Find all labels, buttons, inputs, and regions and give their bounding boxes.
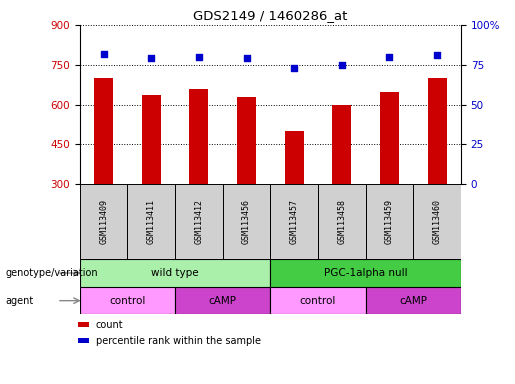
Bar bbox=[366, 287, 461, 314]
Point bbox=[385, 54, 393, 60]
Text: GSM113457: GSM113457 bbox=[290, 199, 299, 244]
Text: wild type: wild type bbox=[151, 268, 199, 278]
Text: PGC-1alpha null: PGC-1alpha null bbox=[324, 268, 407, 278]
Text: count: count bbox=[96, 320, 124, 330]
Bar bbox=[175, 287, 270, 314]
Text: GSM113412: GSM113412 bbox=[195, 199, 203, 244]
Text: cAMP: cAMP bbox=[209, 296, 237, 306]
Text: GSM113459: GSM113459 bbox=[385, 199, 394, 244]
Text: cAMP: cAMP bbox=[399, 296, 427, 306]
Point bbox=[147, 55, 156, 61]
Bar bbox=[175, 184, 222, 259]
Bar bbox=[190, 89, 209, 184]
Bar bbox=[413, 184, 461, 259]
Bar bbox=[332, 104, 351, 184]
Point bbox=[195, 54, 203, 60]
Text: control: control bbox=[300, 296, 336, 306]
Bar bbox=[78, 322, 89, 327]
Bar bbox=[270, 287, 366, 314]
Text: GSM113409: GSM113409 bbox=[99, 199, 108, 244]
Text: GSM113411: GSM113411 bbox=[147, 199, 156, 244]
Bar bbox=[285, 131, 304, 184]
Bar bbox=[80, 184, 128, 259]
Bar bbox=[78, 338, 89, 343]
Bar bbox=[427, 78, 447, 184]
Bar bbox=[142, 95, 161, 184]
Text: control: control bbox=[109, 296, 146, 306]
Text: GSM113456: GSM113456 bbox=[242, 199, 251, 244]
Text: genotype/variation: genotype/variation bbox=[5, 268, 98, 278]
Point bbox=[433, 52, 441, 58]
Bar bbox=[128, 184, 175, 259]
Bar bbox=[270, 184, 318, 259]
Bar bbox=[366, 184, 413, 259]
Bar bbox=[380, 92, 399, 184]
Bar bbox=[318, 184, 366, 259]
Bar bbox=[222, 184, 270, 259]
Bar bbox=[237, 97, 256, 184]
Text: agent: agent bbox=[5, 296, 33, 306]
Bar bbox=[80, 287, 175, 314]
Point bbox=[290, 65, 298, 71]
Title: GDS2149 / 1460286_at: GDS2149 / 1460286_at bbox=[193, 9, 348, 22]
Point bbox=[338, 62, 346, 68]
Bar bbox=[270, 259, 461, 287]
Text: GSM113458: GSM113458 bbox=[337, 199, 346, 244]
Point bbox=[243, 55, 251, 61]
Point bbox=[99, 51, 108, 57]
Text: GSM113460: GSM113460 bbox=[433, 199, 441, 244]
Bar bbox=[80, 259, 270, 287]
Text: percentile rank within the sample: percentile rank within the sample bbox=[96, 336, 261, 346]
Bar bbox=[94, 78, 113, 184]
